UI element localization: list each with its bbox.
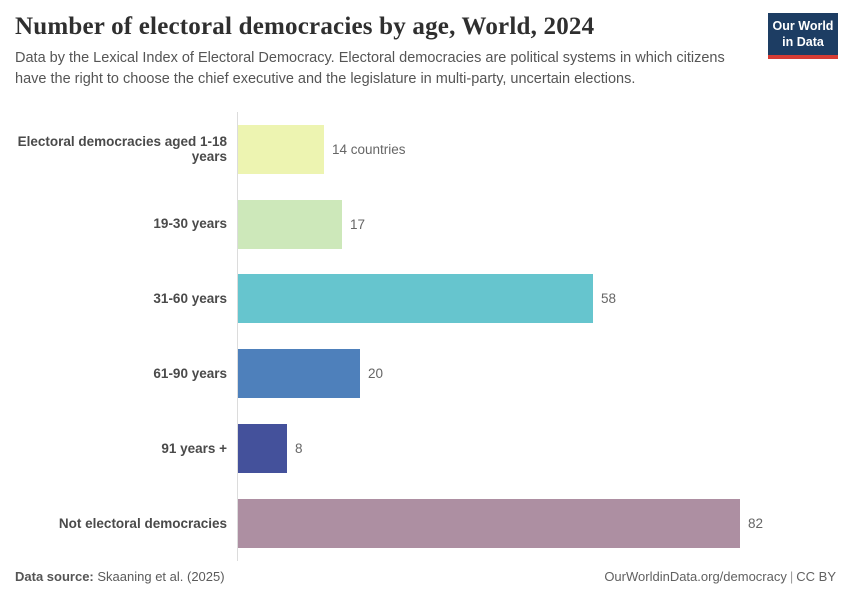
bar[interactable] xyxy=(238,498,740,548)
chart-title: Number of electoral democracies by age, … xyxy=(15,13,595,40)
value-label: 14 countries xyxy=(332,141,406,157)
value-label: 20 xyxy=(368,366,384,382)
category-label: 61-90 years xyxy=(153,366,227,382)
value-label: 58 xyxy=(601,291,617,307)
bar[interactable] xyxy=(238,199,342,249)
bar[interactable] xyxy=(238,274,593,324)
license-label: CC BY xyxy=(796,569,836,584)
value-label: 8 xyxy=(295,441,303,457)
category-label: Electoral democracies aged 1-18 years xyxy=(17,133,227,165)
bar-area: 58 xyxy=(237,261,850,337)
category-label: 19-30 years xyxy=(153,216,227,232)
chart-subtitle: Data by the Lexical Index of Electoral D… xyxy=(15,50,725,87)
value-label: 82 xyxy=(748,515,764,531)
header-text: Number of electoral democracies by age, … xyxy=(15,13,757,89)
category-label: Not electoral democracies xyxy=(58,515,227,531)
bar-area: 82 xyxy=(237,485,850,561)
footer-separator: | xyxy=(789,569,794,584)
footer-links: OurWorldinData.org/democracy | CC BY xyxy=(604,569,836,584)
owid-logo-line1: Our World xyxy=(772,19,834,33)
chart-row: 91 years + 8 xyxy=(0,411,850,486)
bar-chart: Electoral democracies aged 1-18 years 14 … xyxy=(0,112,850,561)
bar[interactable] xyxy=(238,124,324,174)
category-label: 31-60 years xyxy=(153,291,227,307)
category-label: 91 years + xyxy=(161,440,227,456)
bar[interactable] xyxy=(238,349,360,399)
owid-logo: Our World in Data xyxy=(768,13,838,60)
data-source-label: Data source: xyxy=(15,569,94,584)
owid-url-link[interactable]: OurWorldinData.org/democracy xyxy=(604,569,787,584)
chart-row: Not electoral democracies 82 xyxy=(0,485,850,561)
bar-area: 14 countries xyxy=(237,112,850,187)
bar-area: 17 xyxy=(237,186,850,262)
data-source-value: Skaaning et al. (2025) xyxy=(97,569,225,584)
chart-row: 19-30 years 17 xyxy=(0,186,850,262)
chart-footer: Data source: Skaaning et al. (2025) OurW… xyxy=(15,569,836,584)
bar-area: 8 xyxy=(237,411,850,486)
bar[interactable] xyxy=(238,424,287,474)
bar-area: 20 xyxy=(237,336,850,412)
owid-logo-line2: in Data xyxy=(782,34,824,49)
chart-row: 31-60 years 58 xyxy=(0,261,850,337)
chart-row: Electoral democracies aged 1-18 years 14 … xyxy=(0,112,850,187)
value-label: 17 xyxy=(350,216,366,232)
chart-row: 61-90 years 20 xyxy=(0,336,850,412)
data-source: Data source: Skaaning et al. (2025) xyxy=(15,569,225,584)
chart-header: Number of electoral democracies by age, … xyxy=(0,0,850,89)
